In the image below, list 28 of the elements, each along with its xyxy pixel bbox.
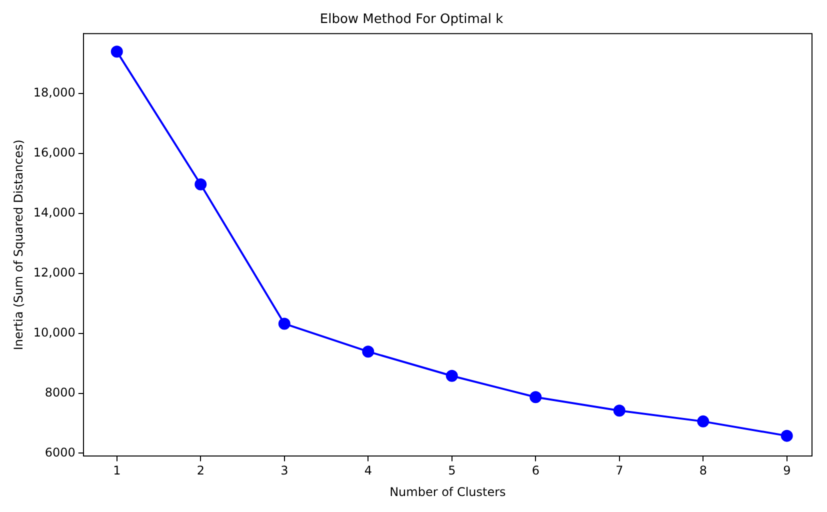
y-tick-label: 6000 xyxy=(44,445,76,460)
point xyxy=(530,391,542,404)
y-tick-label: 10,000 xyxy=(33,325,76,340)
x-tick-label: 5 xyxy=(448,464,456,478)
point xyxy=(613,404,626,417)
point xyxy=(697,415,710,428)
x-axis-title: Number of Clusters xyxy=(390,484,506,499)
x-tick-label: 4 xyxy=(364,464,372,478)
x-tick-label: 3 xyxy=(280,464,288,478)
point xyxy=(780,430,793,442)
x-tick-label: 9 xyxy=(783,464,791,478)
y-axis-title: Inertia (Sum of Squared Distances) xyxy=(11,140,26,350)
x-tick-label: 6 xyxy=(532,464,540,478)
y-tick-label: 12,000 xyxy=(33,266,76,280)
chart-title: Elbow Method For Optimal k xyxy=(320,12,504,28)
y-tick-label: 8000 xyxy=(44,385,76,400)
x-tick-label: 7 xyxy=(616,464,624,478)
point xyxy=(446,370,458,382)
y-tick-label: 18,000 xyxy=(33,86,76,100)
x-tick-label: 2 xyxy=(196,464,204,478)
point xyxy=(110,46,123,58)
point xyxy=(362,346,374,358)
y-tick-label: 14,000 xyxy=(33,206,76,220)
point xyxy=(278,318,290,330)
point xyxy=(194,178,207,190)
y-tick-label: 16,000 xyxy=(33,146,76,160)
x-tick-label: 1 xyxy=(113,464,121,478)
x-tick-label: 8 xyxy=(699,464,707,478)
